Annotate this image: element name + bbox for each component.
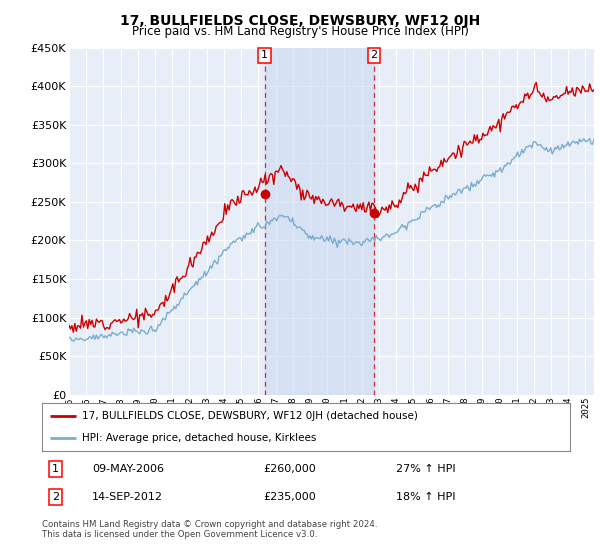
Text: 1: 1 [52, 464, 59, 474]
Text: Contains HM Land Registry data © Crown copyright and database right 2024.
This d: Contains HM Land Registry data © Crown c… [42, 520, 377, 539]
Text: 09-MAY-2006: 09-MAY-2006 [92, 464, 164, 474]
Text: 27% ↑ HPI: 27% ↑ HPI [396, 464, 455, 474]
Bar [265, 48, 374, 395]
Text: 14-SEP-2012: 14-SEP-2012 [92, 492, 163, 502]
Text: £235,000: £235,000 [264, 492, 317, 502]
Text: 2: 2 [370, 50, 377, 60]
Text: 2: 2 [52, 492, 59, 502]
Text: 17, BULLFIELDS CLOSE, DEWSBURY, WF12 0JH: 17, BULLFIELDS CLOSE, DEWSBURY, WF12 0JH [120, 14, 480, 28]
Text: £260,000: £260,000 [264, 464, 317, 474]
Text: Price paid vs. HM Land Registry's House Price Index (HPI): Price paid vs. HM Land Registry's House … [131, 25, 469, 38]
Text: 1: 1 [261, 50, 268, 60]
Text: 17, BULLFIELDS CLOSE, DEWSBURY, WF12 0JH (detached house): 17, BULLFIELDS CLOSE, DEWSBURY, WF12 0JH… [82, 411, 418, 421]
Text: 18% ↑ HPI: 18% ↑ HPI [396, 492, 455, 502]
Text: HPI: Average price, detached house, Kirklees: HPI: Average price, detached house, Kirk… [82, 433, 316, 443]
